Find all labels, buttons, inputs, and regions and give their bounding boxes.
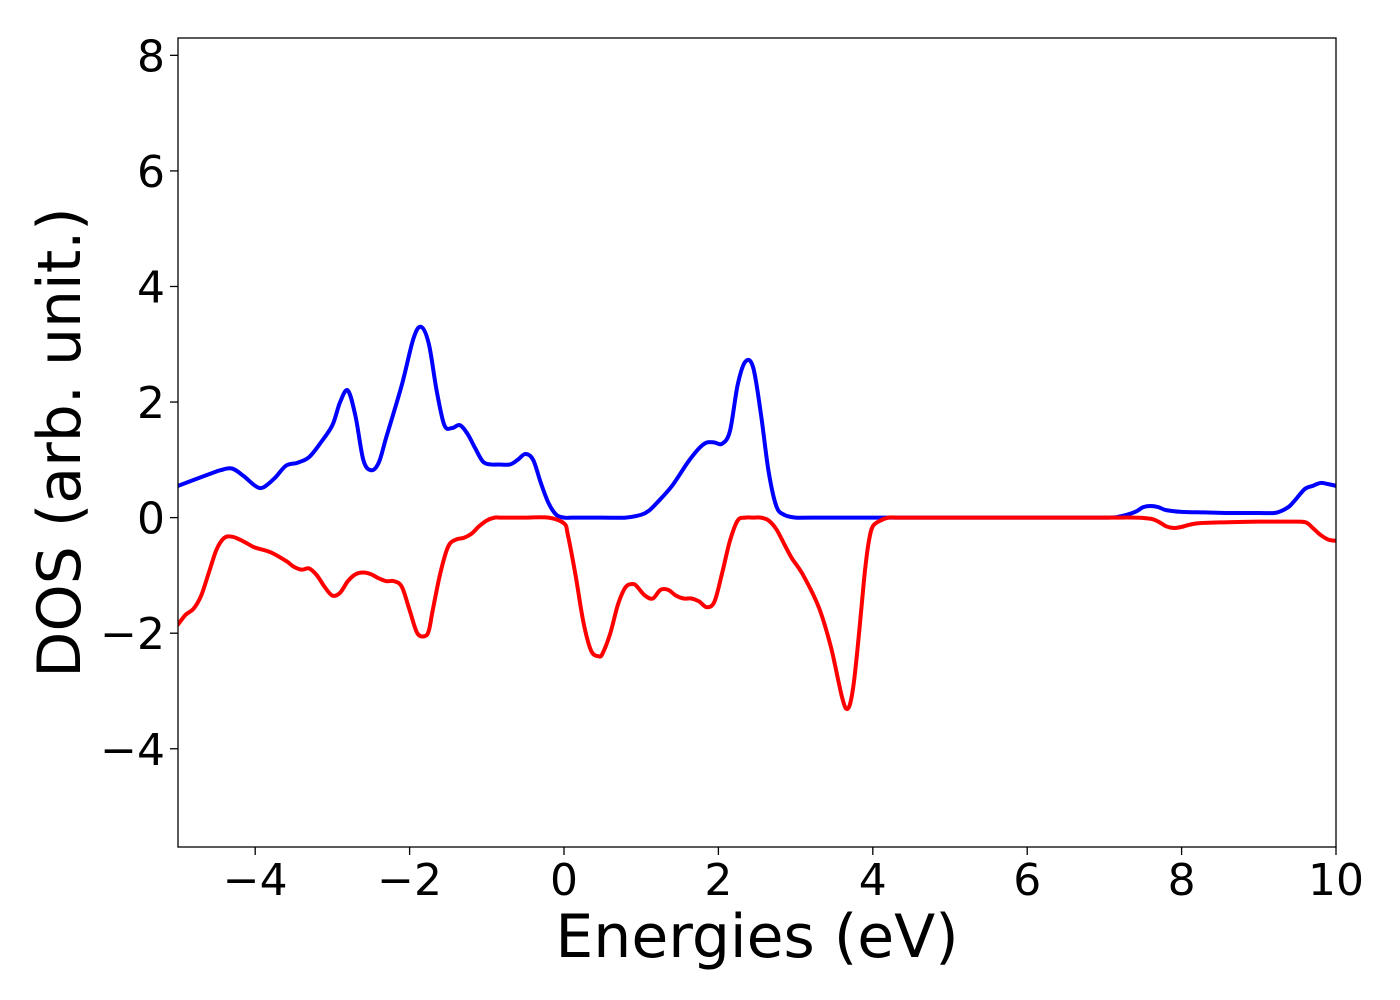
x-tick-label: 2 xyxy=(704,855,732,906)
plot-frame xyxy=(177,37,1337,848)
x-tick-label: 10 xyxy=(1308,855,1364,906)
y-tick-label: 6 xyxy=(137,147,165,198)
dos-series-blue-line xyxy=(178,324,1336,520)
x-axis-label: Energies (eV) xyxy=(555,902,958,972)
y-tick-label: 4 xyxy=(137,262,165,313)
x-tick-label: 8 xyxy=(1168,855,1196,906)
y-tick-label: −4 xyxy=(100,725,165,776)
y-axis-ticks: −4 −2 0 2 4 6 8 xyxy=(100,31,178,776)
y-axis-label: DOS (arb. unit.) xyxy=(25,207,95,677)
plot-area xyxy=(177,37,1337,848)
x-axis-ticks: −4 −2 0 2 4 6 8 10 xyxy=(223,847,1364,906)
dos-series-red-line xyxy=(178,515,1336,712)
x-tick-label: 4 xyxy=(859,855,887,906)
x-tick-label: 6 xyxy=(1013,855,1041,906)
x-tick-label: 0 xyxy=(550,855,578,906)
y-tick-label: 0 xyxy=(137,494,165,545)
y-tick-label: 2 xyxy=(137,378,165,429)
x-tick-label: −2 xyxy=(377,855,442,906)
x-tick-label: −4 xyxy=(223,855,288,906)
y-tick-label: 8 xyxy=(137,31,165,82)
y-tick-label: −2 xyxy=(100,609,165,660)
